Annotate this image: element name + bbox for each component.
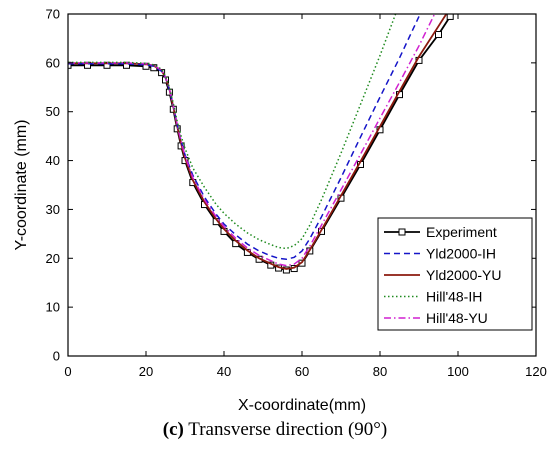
legend-label-hill-48-yu: Hill'48-YU [426, 310, 488, 326]
x-tick-label: 100 [447, 364, 469, 379]
y-tick-label: 60 [46, 55, 60, 70]
caption-letter: (c) [162, 419, 184, 440]
series-line-hill-48-ih [68, 14, 397, 250]
x-tick-label: 0 [64, 364, 71, 379]
data-point-experiment [68, 61, 72, 69]
y-tick-label: 40 [46, 153, 60, 168]
legend: Experiment Yld2000-IH Yld2000-YU Hill'48-IH… [377, 217, 533, 331]
x-tick-label: 20 [139, 364, 153, 379]
data-point-experiment [446, 14, 454, 20]
y-tick-label: 0 [53, 349, 60, 364]
series-line-yld2000-ih [68, 16, 420, 261]
data-point-experiment [158, 69, 166, 77]
series-line-experiment [68, 15, 451, 271]
x-tick-label: 40 [217, 364, 231, 379]
legend-marker-experiment [398, 228, 406, 236]
y-tick-label: 70 [46, 7, 60, 22]
y-axis-label: Y-coordinate (mm) [13, 119, 30, 250]
y-tick-label: 20 [46, 251, 60, 266]
x-tick-label: 120 [525, 364, 547, 379]
legend-label-hill-48-ih: Hill'48-IH [426, 289, 482, 305]
tick-layer: 0 20 40 60 80 100 120 0 10 20 30 40 50 60 70 [46, 7, 547, 380]
y-tick-label: 50 [46, 104, 60, 119]
chart: 0 20 40 60 80 100 120 0 10 20 30 40 50 60 70 X-coordin… [13, 7, 547, 415]
caption-text: Transverse direction (90°) [188, 419, 388, 440]
data-point-experiment [435, 31, 442, 39]
x-axis-label: X-coordinate(mm) [238, 397, 366, 414]
legend-label-yld2000-ih: Yld2000-IH [426, 246, 496, 262]
legend-label-yld2000-yu: Yld2000-YU [426, 267, 502, 283]
x-tick-label: 60 [295, 364, 309, 379]
y-tick-label: 10 [46, 300, 60, 315]
series-layer [68, 14, 454, 274]
legend-label-experiment: Experiment [426, 224, 497, 240]
y-tick-label: 30 [46, 202, 60, 217]
legend-box [377, 217, 533, 331]
figure-caption: (c) Transverse direction (90°) [0, 419, 550, 441]
x-tick-label: 80 [373, 364, 387, 379]
data-point-experiment [282, 266, 290, 274]
